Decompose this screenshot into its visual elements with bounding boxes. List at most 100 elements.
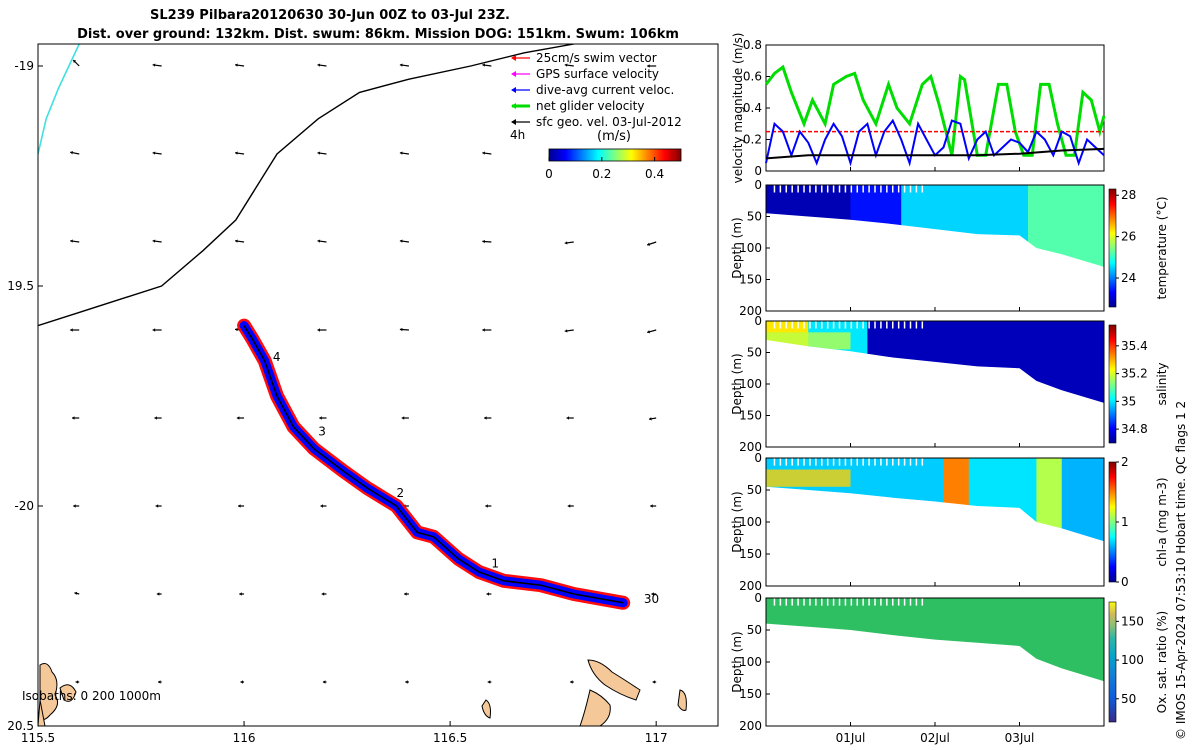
glider-track-line xyxy=(243,325,624,604)
geo-vector-head xyxy=(152,63,156,67)
velocity-y-tick-label: 0.2 xyxy=(743,133,762,147)
speed-colorbar: (m/s) 0 0.2 0.4 xyxy=(545,129,682,181)
depth-tick-label: 150 xyxy=(739,687,762,701)
depth-axis-label: Depth (m) xyxy=(730,631,744,692)
legend-arrow xyxy=(511,71,516,77)
geo-vector-head xyxy=(404,592,407,596)
geo-vector-head xyxy=(70,328,73,332)
geo-vector-head xyxy=(319,416,322,420)
legend-label: sfc geo. vel. 03-Jul-2012 xyxy=(536,115,682,129)
geo-vector-head xyxy=(321,592,325,596)
colorbar-tick-label: 28 xyxy=(1121,188,1136,202)
depth-tick-label: 50 xyxy=(747,210,762,224)
colorbar-tick-label: 0.2 xyxy=(592,167,611,181)
velocity-series-line xyxy=(765,147,1105,160)
colorbar-bar xyxy=(548,148,682,162)
heatmap-colorbar xyxy=(1108,601,1117,723)
geo-vector-head xyxy=(650,504,653,508)
title-line2: Dist. over ground: 132km. Dist. swum: 86… xyxy=(77,27,679,42)
geo-vector-head xyxy=(156,592,160,596)
map-x-tick-label: 116 xyxy=(233,731,256,745)
salinity-panel: 0 50 100 150 200 Depth (m) 34.8 35 35.2 35.4 salin… xyxy=(730,314,1169,454)
day-label: 2 xyxy=(397,486,405,500)
geo-vector-head xyxy=(235,327,238,332)
geo-vector-head xyxy=(317,63,321,67)
depth-tick-label: 100 xyxy=(739,241,762,255)
day-label: 1 xyxy=(491,557,499,571)
geo-vector-head xyxy=(405,680,408,684)
geo-vector-head xyxy=(155,504,159,508)
legend-arrow xyxy=(511,103,516,109)
colorbar-tick-label: 150 xyxy=(1121,614,1144,628)
geo-vector-head xyxy=(647,64,650,68)
geo-vector-head xyxy=(72,416,75,420)
depth-tick-label: 0 xyxy=(754,451,762,465)
geo-vector-head xyxy=(484,416,487,420)
geo-vector-head xyxy=(651,592,654,596)
geo-vector-head xyxy=(152,239,156,243)
geo-vector-head xyxy=(566,416,570,420)
map-x-tick-label: 115.5 xyxy=(21,731,55,745)
legend-label: GPS surface velocity xyxy=(536,67,659,81)
map-y-tick-label: -20 xyxy=(14,499,34,513)
colorbar-tick-label: 50 xyxy=(1121,692,1136,706)
geo-vector-head xyxy=(322,680,326,684)
depth-tick-label: 100 xyxy=(739,515,762,529)
depth-tick-label: 100 xyxy=(739,377,762,391)
geo-vector-head xyxy=(401,416,405,420)
geo-vector-head xyxy=(399,239,403,243)
geo-vector-head xyxy=(399,327,403,332)
map-y-tick-label: 19.5 xyxy=(7,279,34,293)
velocity-y-axis-label: velocity magnitude (m/s) xyxy=(731,33,745,184)
title-line1: SL239 Pilbara20120630 30-Jun 00Z to 03-J… xyxy=(150,8,510,23)
legend-arrow xyxy=(511,55,516,61)
colorbar-tick-label: 35.2 xyxy=(1121,367,1148,381)
geo-vector-head xyxy=(235,63,238,67)
geo-vector-head xyxy=(75,680,79,684)
geo-vector-head xyxy=(317,239,321,243)
colorbar-axis-label: chl-a (mg m-3) xyxy=(1155,477,1169,566)
geo-vector-head xyxy=(482,328,485,332)
time-tick-label: 02Jul xyxy=(920,731,950,745)
depth-tick-label: 200 xyxy=(739,304,762,318)
geo-vector-head xyxy=(317,328,320,332)
map-background xyxy=(38,44,718,726)
legend-label: dive-avg current veloc. xyxy=(536,83,674,97)
geo-vector-head xyxy=(317,151,321,155)
heatmap-highlight xyxy=(766,469,851,487)
map-axes-box xyxy=(37,43,719,727)
isobath-200m-line xyxy=(38,44,577,327)
depth-axis-label: Depth (m) xyxy=(730,491,744,552)
geo-vector-head xyxy=(73,504,76,508)
geo-vector-head xyxy=(152,151,156,155)
geo-vector-head xyxy=(485,504,488,508)
colorbar-tick-label: 26 xyxy=(1121,230,1136,244)
geo-vector-head xyxy=(564,329,568,333)
heatmap-region xyxy=(1061,458,1104,542)
colorbar-tick-label: 0.4 xyxy=(645,167,664,181)
geo-vector-head xyxy=(647,330,651,334)
geo-vector-head xyxy=(70,239,73,243)
geo-vector-head xyxy=(235,239,238,243)
legend-label: net glider velocity xyxy=(536,99,644,113)
colorbar-tick-label: 34.8 xyxy=(1121,422,1148,436)
colorbar-tick-label: 0 xyxy=(545,167,553,181)
colorbar-tick-label: 24 xyxy=(1121,271,1136,285)
chlorophyll-panel: 0 50 100 150 200 Depth (m) 0 1 2 chl-a (mg m-3) xyxy=(730,451,1169,593)
depth-tick-label: 150 xyxy=(739,273,762,287)
geo-vector-head xyxy=(236,416,240,420)
temperature-panel: 0 50 100 150 200 Depth (m) 24 26 28 temperature (… xyxy=(730,178,1169,318)
map-x-tick-label: 117 xyxy=(645,731,668,745)
velocity-y-tick-label: 0 xyxy=(754,164,762,178)
depth-tick-label: 200 xyxy=(739,719,762,733)
colorbar-tick-label: 35 xyxy=(1121,394,1136,408)
colorbar-axis-label: Ox. sat. ratio (%) xyxy=(1155,611,1169,713)
label-4h: 4h xyxy=(510,128,525,142)
geo-vector-head xyxy=(399,63,403,67)
map-x-tick-label: 116.5 xyxy=(433,731,467,745)
geo-vector-head xyxy=(567,504,571,508)
map-y-tick-label: -19 xyxy=(14,59,34,73)
